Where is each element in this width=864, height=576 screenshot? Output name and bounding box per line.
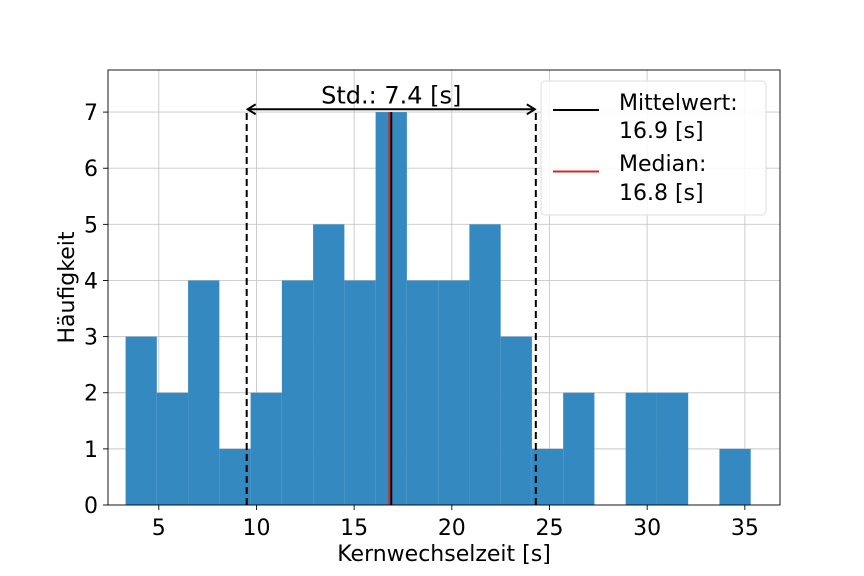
histogram-bar: [438, 280, 470, 505]
y-tick-label: 6: [84, 157, 98, 182]
y-tick-label: 7: [84, 101, 98, 126]
histogram-bar: [219, 448, 251, 505]
histogram-bar: [188, 280, 220, 505]
legend: Mittelwert: 16.9 [s] Median: 16.8 [s]: [540, 80, 767, 216]
y-tick-label: 2: [84, 382, 98, 407]
histogram-bar: [156, 392, 189, 505]
legend-median-label: Median:: [619, 152, 706, 177]
y-tick-label: 3: [84, 326, 98, 351]
std-annotation: Std.: 7.4 [s]: [321, 81, 461, 109]
legend-box: [540, 80, 767, 216]
std-arrow-head-left: [245, 103, 257, 116]
std-arrow-head-right: [526, 103, 537, 116]
histogram-bar: [250, 392, 282, 505]
histogram-bar: [469, 224, 501, 505]
x-tick-label: 5: [152, 516, 166, 541]
reference-lines: [245, 103, 537, 505]
y-tick-label: 5: [84, 213, 98, 238]
x-tick-label: 30: [633, 516, 661, 541]
histogram-bar: [656, 392, 689, 505]
x-tick-label: 25: [535, 516, 563, 541]
y-tick-label: 4: [84, 269, 98, 294]
histogram-bar: [563, 392, 595, 505]
legend-median-value: 16.8 [s]: [619, 181, 704, 206]
x-tick-label: 15: [340, 516, 368, 541]
y-tick-label: 0: [84, 494, 98, 519]
histogram-bar: [281, 280, 314, 505]
histogram-bars: [125, 112, 751, 505]
legend-mean-value: 16.9 [s]: [619, 119, 704, 144]
x-tick-label: 35: [731, 516, 759, 541]
x-tick-label: 20: [438, 516, 466, 541]
histogram-bar: [500, 336, 532, 505]
x-axis-ticks: 5 10 15 20 25 30 35: [152, 505, 759, 541]
y-tick-label: 1: [84, 438, 98, 463]
legend-mean-label: Mittelwert:: [619, 91, 738, 116]
x-tick-label: 10: [242, 516, 270, 541]
histogram-bar: [719, 448, 751, 505]
histogram-bar: [406, 280, 439, 505]
y-axis-label: Häufigkeit: [55, 231, 80, 343]
histogram-bar: [313, 224, 345, 505]
histogram-bar: [531, 448, 564, 505]
histogram-bar: [125, 336, 157, 505]
axes-frame: [107, 69, 781, 506]
histogram-bar: [625, 392, 657, 505]
y-axis-ticks: 0 1 2 3 4 5 6 7: [84, 101, 108, 519]
histogram-bar: [344, 280, 376, 505]
x-axis-label: Kernwechselzeit [s]: [337, 542, 551, 567]
